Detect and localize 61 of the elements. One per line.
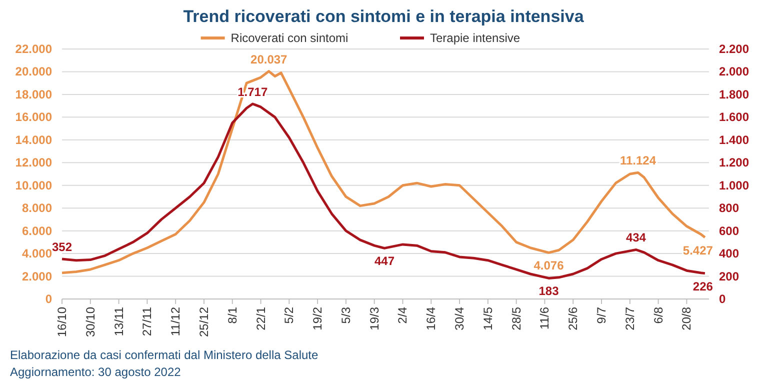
y-tick-label: 2.000 (22, 269, 52, 284)
x-tick-label: 19/3 (367, 306, 382, 330)
legend-label: Terapie intensive (430, 31, 520, 45)
data-label: 183 (538, 284, 560, 298)
y2-tick-label: 1.400 (719, 132, 750, 147)
y2-tick-label: 2.200 (719, 42, 750, 56)
x-tick-label: 30/10 (83, 306, 98, 338)
x-tick-label: 25/6 (566, 306, 580, 330)
y-tick-label: 16.000 (15, 110, 52, 124)
x-tick-label: 13/11 (112, 306, 126, 336)
y-tick-label: 14.000 (15, 132, 52, 147)
data-label: 434 (626, 230, 646, 245)
y-tick-label: 22.000 (15, 42, 52, 56)
x-tick-label: 16/4 (424, 306, 438, 330)
data-label: 226 (692, 279, 714, 294)
data-label: 20.037 (250, 52, 288, 66)
y2-tick-label: 800 (719, 201, 740, 216)
x-tick-label: 8/1 (225, 306, 240, 324)
x-tick-label: 6/8 (651, 306, 666, 324)
data-label: 447 (374, 254, 395, 268)
y-tick-label: 12.000 (15, 156, 52, 170)
y-tick-label: 18.000 (15, 87, 52, 102)
x-tick-label: 2/4 (396, 306, 410, 324)
x-tick-label: 25/12 (196, 306, 211, 338)
x-tick-label: 5/2 (282, 306, 296, 324)
y-tick-label: 4.000 (22, 246, 52, 261)
text: Elaborazione da casi confermati dal Ministero della Salute (10, 348, 318, 362)
x-tick-label: 19/2 (310, 306, 325, 330)
y2-tick-label: 2.000 (719, 64, 750, 79)
y-tick-label: 0 (45, 292, 52, 306)
x-tick-label: 20/8 (680, 306, 694, 330)
x-tick-label: 23/7 (622, 306, 637, 330)
data-label: 11.124 (620, 154, 656, 168)
y2-tick-label: 1.000 (719, 178, 750, 192)
x-tick-label: 11/6 (538, 306, 552, 330)
x-tick-label: 22/1 (254, 306, 268, 330)
y-tick-label: 10.000 (15, 178, 52, 192)
y2-tick-label: 1.600 (719, 110, 750, 124)
y2-tick-label: 1.800 (719, 87, 750, 102)
x-tick-label: 28/5 (509, 306, 524, 330)
y2-tick-label: 1.200 (719, 156, 750, 170)
x-tick-label: 11/12 (168, 306, 183, 336)
legend-label: Ricoverati con sintomi (230, 31, 348, 45)
x-tick-label: 27/11 (140, 306, 154, 336)
x-tick-label: 5/3 (338, 306, 353, 324)
y2-tick-label: 600 (719, 224, 740, 238)
data-label: 352 (52, 240, 72, 254)
text: Aggiornamento: 30 agosto 2022 (10, 365, 182, 379)
y2-tick-label: 0 (719, 292, 726, 306)
x-tick-label: 9/7 (594, 306, 609, 324)
data-label: 4.076 (534, 258, 564, 273)
x-tick-label: 16/10 (55, 306, 69, 338)
data-label: 5.427 (682, 243, 714, 258)
y-tick-label: 8.000 (22, 201, 52, 216)
y-tick-label: 6.000 (22, 224, 52, 238)
y2-tick-label: 400 (719, 246, 740, 261)
x-tick-label: 14/5 (480, 306, 495, 330)
x-tick-label: 30/4 (452, 306, 467, 330)
y2-tick-label: 200 (719, 269, 740, 284)
y-tick-label: 20.000 (15, 64, 52, 79)
chart-title: Trend ricoverati con sintomi e in terapia intensiva (183, 7, 584, 26)
